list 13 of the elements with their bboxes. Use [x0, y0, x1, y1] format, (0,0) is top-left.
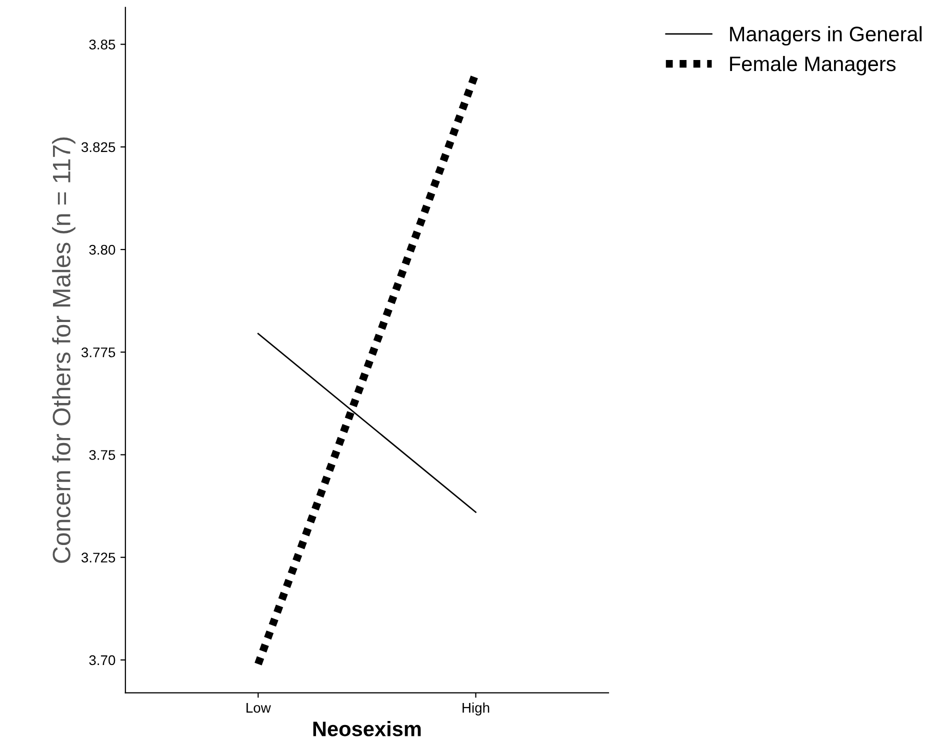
y-tick-label: 3.825 [81, 142, 116, 152]
y-tick-label: 3.85 [89, 40, 116, 50]
y-tick-label: 3.70 [89, 655, 116, 666]
x-tick-label: High [462, 702, 490, 716]
y-tick-label: 3.80 [89, 244, 116, 255]
y-tick-label: 3.775 [81, 347, 116, 358]
legend-label: Managers in General [730, 26, 922, 46]
x-tick-label: Low [246, 703, 271, 713]
y-tick-label: 3.725 [81, 552, 116, 563]
x-axis-title: Neosexism [313, 721, 421, 736]
y-tick-label: 3.75 [89, 450, 116, 460]
legend-label: Female Managers [730, 56, 896, 76]
y-axis-title: Concern for Others for Males (n = 117) [52, 138, 76, 563]
